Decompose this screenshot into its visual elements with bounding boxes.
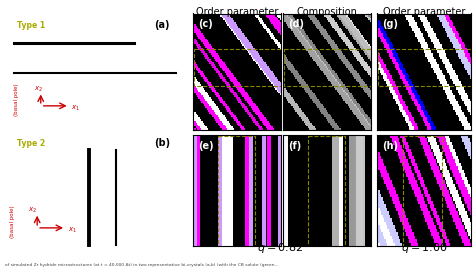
Text: $x_1$: $x_1$ (68, 225, 77, 235)
Text: $x_2$: $x_2$ (28, 206, 37, 215)
Text: $q = 0.82$: $q = 0.82$ (256, 241, 303, 255)
Text: Order parameter: Order parameter (383, 7, 465, 17)
Text: (basal pole): (basal pole) (14, 84, 19, 116)
Text: (d): (d) (288, 19, 304, 29)
Bar (284, 49, 372, 86)
Bar (403, 136, 442, 247)
Text: (g): (g) (382, 19, 398, 29)
Text: Type 1: Type 1 (18, 21, 46, 29)
Text: (h): (h) (382, 140, 398, 151)
Text: $x_1$: $x_1$ (72, 103, 80, 113)
Bar (378, 49, 472, 86)
Bar (194, 49, 282, 86)
Text: Composition: Composition (297, 7, 357, 17)
Text: (b): (b) (154, 138, 170, 148)
Bar (308, 136, 345, 247)
Text: (a): (a) (154, 20, 170, 30)
Text: Type 2: Type 2 (18, 139, 46, 148)
Text: $q = 1.00$: $q = 1.00$ (401, 241, 447, 255)
Text: Order parameter: Order parameter (196, 7, 278, 17)
Bar (218, 136, 255, 247)
Text: (basal pole): (basal pole) (10, 206, 15, 238)
Text: (c): (c) (198, 19, 212, 29)
Text: (f): (f) (288, 140, 301, 151)
Text: $x_2$: $x_2$ (34, 85, 43, 94)
Text: of simulated Zr hydride microstructures (at t = 40,000 Δt) in two representative: of simulated Zr hydride microstructures … (5, 263, 278, 267)
Text: (e): (e) (198, 140, 213, 151)
